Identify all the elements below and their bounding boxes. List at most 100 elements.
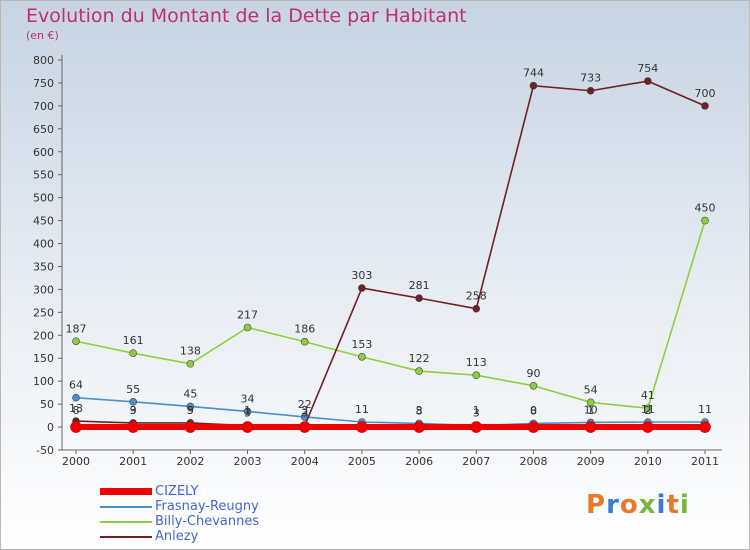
data-label-extra: 3	[301, 404, 308, 417]
data-label-3: 281	[409, 279, 430, 292]
data-point-2	[243, 323, 252, 332]
y-tick-label: 500	[33, 192, 54, 205]
x-tick-label: 2007	[462, 455, 490, 468]
legend-label-3: Anlezy	[155, 529, 199, 544]
data-label-1: 3	[473, 407, 480, 420]
y-tick-label: 450	[33, 215, 54, 228]
data-label-1: 64	[69, 379, 83, 392]
chart-title: Evolution du Montant de la Dette par Hab…	[26, 5, 467, 27]
axes	[61, 55, 722, 451]
data-point-2	[358, 353, 366, 361]
data-point-0	[413, 421, 425, 433]
data-label-2: 153	[351, 338, 372, 351]
data-label-2: 90	[526, 367, 540, 380]
data-label-extra: 1	[587, 404, 594, 417]
data-point-3	[415, 294, 423, 302]
legend-label-2: Billy-Chevannes	[155, 514, 260, 529]
data-label-2: 161	[123, 334, 144, 347]
data-point-1	[243, 407, 252, 416]
data-point-1	[129, 398, 137, 406]
logo-letter: t	[666, 490, 680, 520]
data-label-extra: 2	[644, 404, 651, 417]
data-label-2: 122	[409, 352, 430, 365]
logo-letter: r	[606, 490, 620, 520]
data-point-0	[127, 421, 139, 433]
data-label-3: 9	[187, 404, 194, 417]
data-label-2: 186	[294, 323, 315, 336]
data-point-0	[584, 421, 597, 433]
y-tick-label: 550	[33, 169, 54, 182]
y-tick-label: 100	[33, 375, 54, 388]
data-point-2	[472, 371, 481, 380]
proxiti-logo: Proxiti	[586, 490, 690, 520]
logo-letter: i	[656, 490, 667, 520]
y-tick-label: 600	[33, 146, 54, 159]
data-point-0	[527, 421, 540, 433]
y-tick-label: -50	[36, 444, 54, 457]
y-tick-label: 800	[33, 54, 54, 67]
data-point-1	[186, 402, 195, 411]
data-label-2: 217	[237, 308, 258, 321]
data-label-1: 8	[416, 404, 423, 417]
y-tick-label: 200	[33, 329, 54, 342]
data-point-1	[72, 393, 80, 402]
data-point-3	[472, 304, 481, 313]
data-point-3	[529, 81, 538, 90]
data-label-3: 733	[580, 72, 601, 85]
data-label-1: 10	[584, 403, 598, 416]
data-point-2	[529, 381, 538, 390]
data-label-3: 303	[351, 269, 372, 282]
x-tick-label: 2001	[119, 455, 147, 468]
data-label-1: 55	[126, 383, 140, 396]
y-tick-label: 0	[47, 421, 54, 434]
x-tick-label: 2005	[348, 455, 376, 468]
y-tick-label: 650	[33, 123, 54, 136]
data-label-1: 11	[641, 403, 655, 416]
y-tick-label: 50	[40, 398, 54, 411]
data-label-3: 9	[130, 404, 137, 417]
data-label-extra: 1	[244, 404, 251, 417]
y-tick-label: 150	[33, 352, 54, 365]
series-line-1	[75, 396, 705, 427]
legend-swatch-1	[100, 506, 152, 508]
legend-swatch-0	[100, 488, 152, 495]
chart-unit: (en €)	[26, 29, 59, 42]
data-label-1: 22	[298, 398, 312, 411]
y-tick-label: 400	[33, 238, 54, 251]
x-tick-label: 2004	[291, 455, 319, 468]
data-label-3: 258	[466, 290, 487, 303]
data-label-2: 54	[584, 383, 598, 396]
data-label-1: 8	[530, 404, 537, 417]
data-labels: 64 55 45 34 22 11 8 3 8 10 11 111871611382171861531…	[66, 62, 716, 420]
logo-letter: i	[679, 490, 690, 520]
y-tick-label: 250	[33, 306, 54, 319]
x-tick-label: 2003	[234, 455, 262, 468]
data-point-0	[298, 421, 311, 433]
data-point-0	[642, 421, 654, 433]
legend-swatch-2	[100, 521, 152, 523]
x-tick-label: 2000	[62, 455, 90, 468]
data-point-0	[184, 421, 197, 433]
logo-letter: P	[586, 490, 607, 520]
data-label-1: 11	[698, 403, 712, 416]
legend-label-0: CIZELY	[155, 484, 199, 499]
x-tick-label: 2006	[405, 455, 433, 468]
series-line-2	[75, 220, 706, 410]
data-point-0	[356, 421, 368, 433]
data-label-2: 138	[180, 345, 201, 358]
data-point-2	[129, 349, 137, 357]
data-label-extra: 3	[416, 404, 423, 417]
logo-letter: x	[638, 490, 657, 520]
y-tick-label: 350	[33, 260, 54, 273]
data-label-extra: 3	[130, 404, 137, 417]
data-point-2	[186, 359, 195, 368]
data-label-2: 41	[641, 389, 655, 402]
data-label-extra: 1	[473, 404, 480, 417]
data-label-3: 13	[69, 402, 83, 415]
data-label-1: 11	[355, 403, 369, 416]
data-point-2	[701, 216, 709, 225]
data-label-extra: 5	[187, 404, 194, 417]
data-label-2: 187	[66, 322, 87, 335]
